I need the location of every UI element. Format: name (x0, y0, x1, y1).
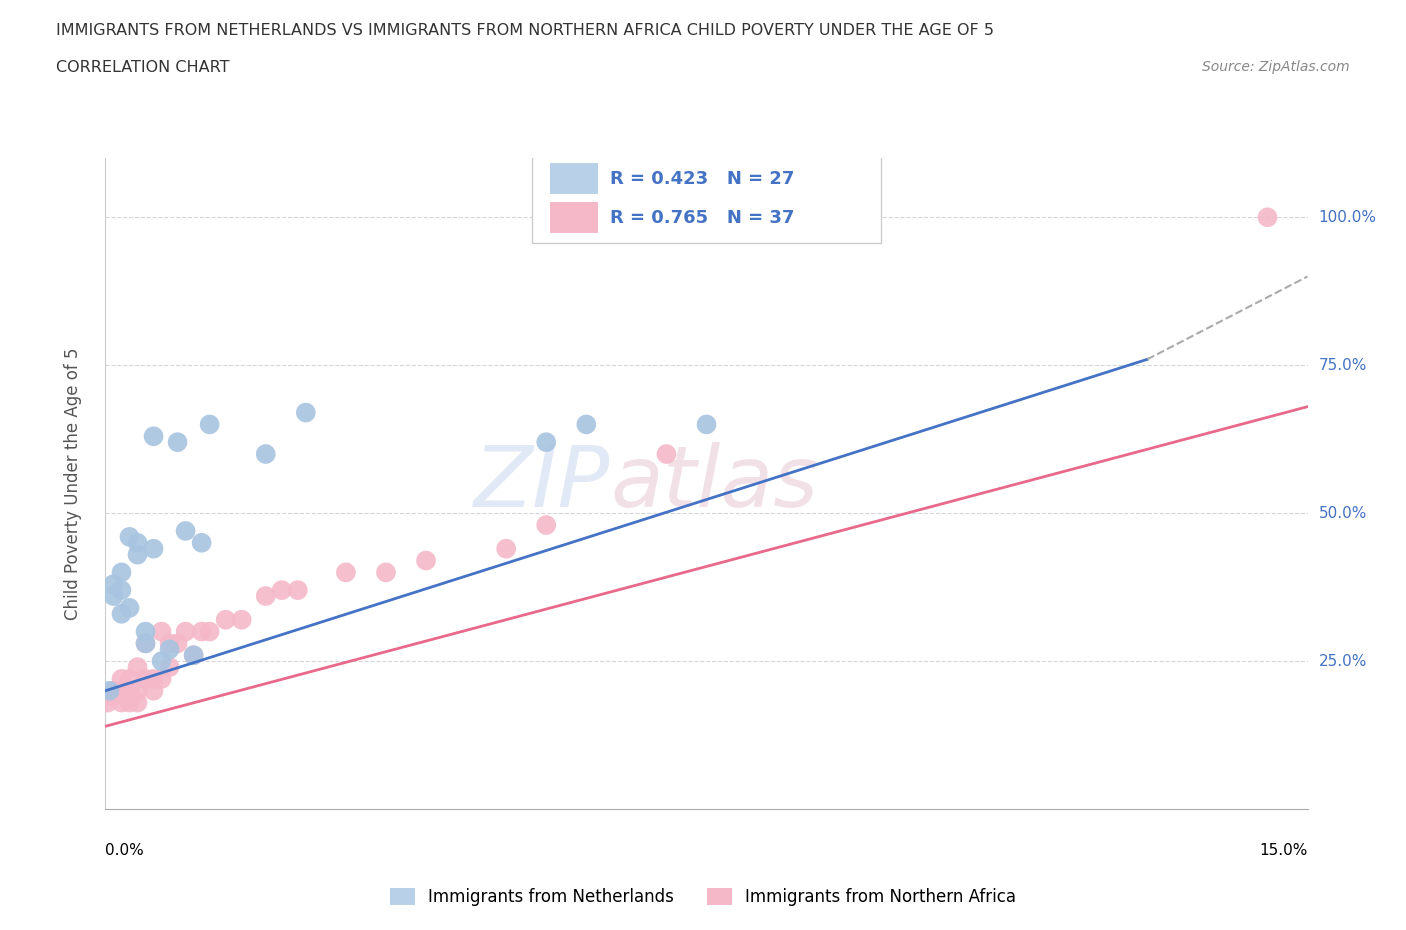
Point (190, 536, 212, 551)
Point (127, 684, 149, 698)
Point (198, 417, 221, 432)
Point (254, 589, 277, 604)
Point (135, 624, 157, 639)
Text: 100.0%: 100.0% (1319, 210, 1376, 225)
Point (142, 541, 165, 556)
Text: 50.0%: 50.0% (1319, 506, 1367, 521)
Point (150, 671, 173, 686)
Text: 25.0%: 25.0% (1319, 654, 1367, 669)
Point (150, 654, 173, 669)
Point (127, 695, 149, 710)
Point (696, 417, 718, 432)
Point (118, 529, 141, 544)
Point (142, 684, 165, 698)
Point (103, 589, 125, 604)
Text: 15.0%: 15.0% (1260, 844, 1308, 858)
Point (534, 518, 557, 533)
Point (254, 446, 277, 461)
Point (110, 606, 132, 621)
Point (142, 429, 165, 444)
Point (183, 648, 205, 663)
Point (415, 553, 437, 568)
Point (159, 659, 181, 674)
Text: Source: ZipAtlas.com: Source: ZipAtlas.com (1202, 60, 1350, 74)
Point (166, 434, 188, 449)
Point (118, 601, 141, 616)
Point (575, 417, 598, 432)
Point (295, 405, 318, 420)
Point (198, 624, 221, 639)
Text: atlas: atlas (610, 442, 818, 525)
Point (735, 210, 758, 225)
Point (534, 434, 557, 449)
Text: ZIP: ZIP (474, 442, 610, 525)
Point (150, 624, 173, 639)
Point (495, 541, 517, 556)
FancyBboxPatch shape (550, 163, 599, 194)
Legend: Immigrants from Netherlands, Immigrants from Northern Africa: Immigrants from Netherlands, Immigrants … (382, 881, 1024, 912)
Point (127, 536, 149, 551)
Point (166, 636, 188, 651)
Point (110, 695, 132, 710)
Point (214, 612, 236, 627)
Point (97, 695, 120, 710)
Point (1257, 210, 1279, 225)
Point (127, 547, 149, 562)
Point (374, 565, 398, 579)
Point (183, 648, 205, 663)
Point (127, 659, 149, 674)
Text: R = 0.765   N = 37: R = 0.765 N = 37 (610, 209, 794, 227)
Point (159, 642, 181, 657)
Point (118, 684, 141, 698)
Point (174, 524, 197, 538)
Point (142, 671, 165, 686)
Text: R = 0.423   N = 27: R = 0.423 N = 27 (610, 170, 794, 188)
Point (231, 612, 253, 627)
Point (159, 636, 181, 651)
Point (103, 689, 125, 704)
Point (110, 684, 132, 698)
Point (103, 684, 125, 698)
Point (655, 446, 678, 461)
Point (110, 583, 132, 598)
Text: IMMIGRANTS FROM NETHERLANDS VS IMMIGRANTS FROM NORTHERN AFRICA CHILD POVERTY UND: IMMIGRANTS FROM NETHERLANDS VS IMMIGRANT… (56, 23, 994, 38)
Y-axis label: Child Poverty Under the Age of 5: Child Poverty Under the Age of 5 (63, 347, 82, 620)
Point (118, 695, 141, 710)
Point (190, 624, 212, 639)
FancyBboxPatch shape (533, 149, 880, 243)
Point (135, 636, 157, 651)
Point (335, 565, 357, 579)
Point (287, 583, 309, 598)
Point (110, 565, 132, 579)
Text: 0.0%: 0.0% (105, 844, 145, 858)
Point (135, 636, 157, 651)
Text: 75.0%: 75.0% (1319, 358, 1367, 373)
Point (103, 577, 125, 591)
Point (110, 671, 132, 686)
FancyBboxPatch shape (550, 202, 599, 233)
Point (98, 684, 121, 698)
Point (135, 671, 157, 686)
Point (118, 671, 141, 686)
Text: CORRELATION CHART: CORRELATION CHART (56, 60, 229, 75)
Point (270, 583, 292, 598)
Point (174, 624, 197, 639)
